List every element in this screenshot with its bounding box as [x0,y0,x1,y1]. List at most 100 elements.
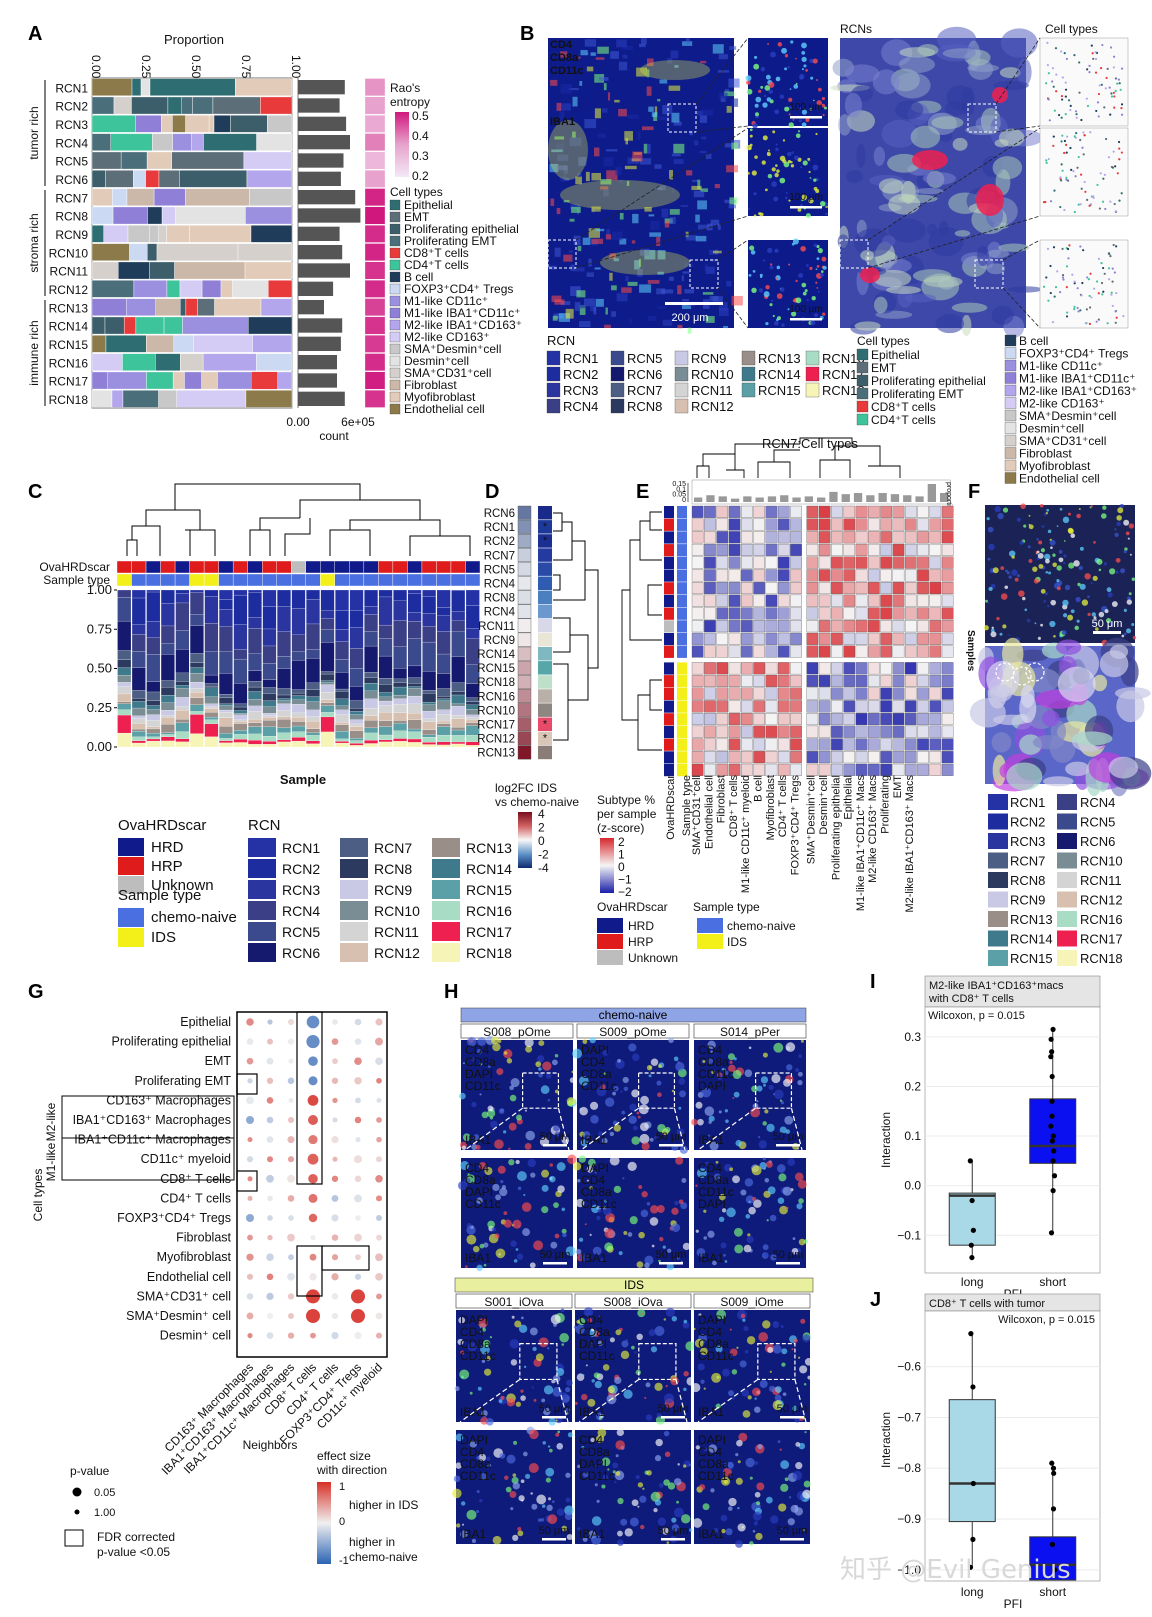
b-texture-patch [669,276,674,281]
e-heat-cell [941,713,954,726]
c-bar-segment [160,680,175,688]
b-inset-dot [749,128,753,132]
e-heat-cell [691,620,704,633]
h-tile-dot [512,1534,519,1541]
f-legend-swatch [1057,911,1077,927]
c-legend3-swatch [248,838,276,857]
a-row-label: RCN1 [55,81,88,95]
c-bar-segment [175,738,190,742]
h-tile-dot [800,1318,806,1324]
b-texture-patch [657,98,661,102]
h-tile-dot [601,1484,606,1489]
e-heat-cell [929,607,942,620]
d-row-label: RCN16 [477,691,515,703]
h-tile-dot [700,1347,708,1356]
e-heat-cell [880,594,892,607]
b-texture-patch [549,163,559,173]
c-legend2-swatch [118,908,144,927]
f-micro-dot [1078,508,1081,511]
h-tile-dot [479,1330,482,1333]
b-rcn-patch [893,72,931,99]
a-bar-segment [105,170,134,188]
b-celltype-dot [1112,243,1115,247]
b-celltype-dot [1120,192,1123,195]
c-bar-segment [306,682,320,690]
c-bar-segment [160,702,175,711]
h-tile-dot [768,1084,774,1091]
c-bar-segment [407,677,422,684]
h-tile-dot [731,1369,738,1375]
e-heat-cell [843,607,856,620]
b-ct-swatch [856,374,869,387]
f-micro-dot [1008,634,1011,636]
b-texture-patch [695,235,707,242]
g-dot [287,1136,295,1144]
f-micro-dot [1022,596,1026,601]
g-m1-label: M1-like [44,1142,58,1181]
c-hrd-cell [392,560,408,574]
f-micro-dot [1049,539,1056,546]
b-inset-dot [788,106,793,111]
b-texture-patch [611,231,623,241]
f-micro-dot [987,526,994,533]
d-row-label: RCN5 [484,564,515,576]
e-heat-cell [691,751,704,764]
b-texture-patch [680,204,689,208]
c-bar-segment [364,645,378,673]
h-tile-dot [648,1074,652,1078]
f-micro-dot [1047,529,1052,534]
h-tile-dot [766,1219,769,1222]
e-heat-cell [728,674,741,687]
b-rcn-patch [1000,28,1038,58]
b-rcn-label: RCN13 [758,351,801,366]
b-inset-dot [761,160,766,165]
c-bar-segment [364,732,378,741]
h-tile-dot [605,1097,615,1107]
b-texture-patch [640,38,647,45]
b-texture-patch [671,153,681,157]
h-tile-dot [467,1173,470,1176]
h-tile-dot [465,1265,468,1268]
d-rcn-cell [538,745,552,760]
b-inset-dot [818,290,820,293]
h-tile-dot [689,1528,693,1532]
h-tile-dot [517,1526,522,1532]
h-tile-dot [797,1179,807,1189]
b-texture-patch [686,235,697,241]
i-title-2: with CD8⁺ T cells [928,993,1014,1005]
h-tile-dot [695,1184,698,1187]
g-size-tick-0: 0.05 [94,1487,115,1499]
h-tile-dot [728,1390,734,1397]
c-bar-segment [204,706,219,709]
e-heat-cell [831,582,843,595]
f-micro-dot [1056,586,1061,591]
e-heat-cell [855,518,868,531]
f-highlight-circle [1025,662,1045,682]
e-heat-cell [741,556,753,569]
g-fdr-box [236,1073,258,1095]
a-bar-segment [111,390,124,408]
b-celltype-dot [1079,173,1083,176]
e-heat-cell [753,645,765,658]
g-dot [310,1235,316,1241]
a-tick-label: 0.75 [239,55,253,79]
e-heat-cell [929,763,942,776]
b-inset-dot [821,96,826,101]
h-tile-dot [733,1091,740,1098]
h-tile-dot [582,1471,589,1478]
e-hrd-cell [664,620,674,633]
b-celltype-dot [1060,179,1063,182]
h-sample-label: S001_iOva [484,1295,544,1309]
b-roi-box [839,239,869,269]
c-bar-segment [393,678,408,683]
f-micro-dot [1098,568,1102,572]
c-bar-segment [393,600,408,621]
c-bar-segment [146,691,161,701]
c-legend3-swatch [340,859,368,878]
h-tile-dot [636,1333,643,1341]
e-heat-cell [691,763,704,776]
h-tile-dot [622,1076,629,1084]
h-tile-dot [498,1108,505,1114]
e-heat-cell [855,687,868,700]
b-celltype-dot [1066,179,1070,182]
